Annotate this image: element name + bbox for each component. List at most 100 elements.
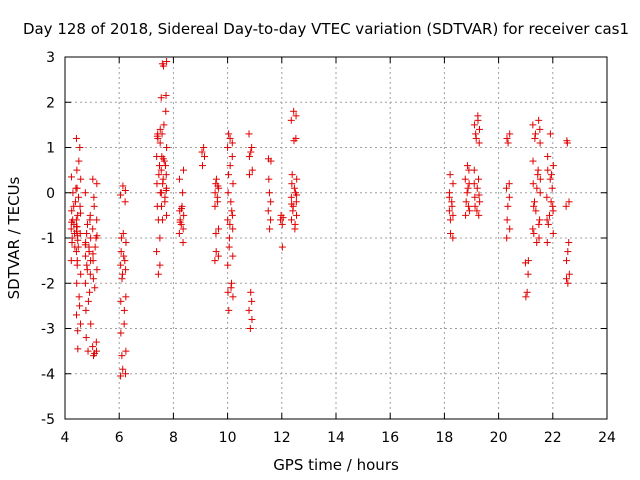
data-point: [503, 234, 511, 242]
data-point: [471, 202, 479, 210]
data-point: [82, 252, 90, 260]
data-point: [214, 252, 222, 260]
data-point: [90, 202, 98, 210]
data-point: [475, 139, 483, 147]
data-point: [74, 243, 82, 251]
data-point: [290, 137, 298, 145]
data-point: [224, 189, 232, 197]
data-point: [117, 191, 125, 199]
data-point: [267, 198, 275, 206]
data-point: [565, 239, 573, 247]
data-point: [228, 207, 236, 215]
data-point: [156, 234, 164, 242]
data-point: [77, 270, 85, 278]
data-point: [470, 166, 478, 174]
data-point: [70, 202, 78, 210]
data-point: [211, 257, 219, 265]
data-point: [535, 234, 543, 242]
data-point: [473, 184, 481, 192]
data-point: [505, 180, 513, 188]
data-point: [291, 225, 299, 233]
data-point: [214, 198, 222, 206]
data-point: [287, 116, 295, 124]
data-point: [546, 130, 554, 138]
data-point: [227, 198, 235, 206]
data-point: [265, 189, 273, 197]
data-point: [87, 320, 95, 328]
data-point: [546, 211, 554, 219]
data-point: [476, 198, 484, 206]
data-point: [157, 166, 165, 174]
data-point: [83, 229, 91, 237]
data-point: [292, 112, 300, 120]
data-point: [73, 257, 81, 265]
data-point: [224, 288, 232, 296]
data-point: [449, 234, 457, 242]
data-point: [245, 306, 253, 314]
data-point: [163, 211, 171, 219]
data-point: [246, 325, 254, 332]
data-point: [155, 171, 163, 179]
data-point: [176, 218, 184, 226]
data-point: [200, 144, 208, 151]
data-point: [155, 162, 163, 170]
data-point: [475, 125, 483, 133]
x-tick-label: 8: [169, 430, 178, 446]
data-point: [84, 347, 92, 355]
data-point: [159, 180, 167, 188]
data-point: [67, 257, 75, 265]
data-point: [117, 329, 125, 337]
data-point: [198, 162, 206, 170]
data-point: [447, 229, 455, 237]
data-point: [532, 207, 540, 215]
data-point: [93, 266, 101, 274]
data-point: [470, 121, 478, 129]
data-point: [89, 257, 97, 265]
data-point: [72, 216, 80, 224]
data-point: [92, 338, 100, 346]
data-point: [77, 320, 85, 328]
data-point: [76, 229, 84, 237]
data-point: [474, 116, 482, 124]
data-point: [160, 121, 168, 129]
data-point: [91, 284, 99, 292]
y-tick-label: -1: [41, 231, 55, 247]
data-point: [533, 184, 541, 192]
data-point: [245, 171, 253, 179]
data-point: [121, 257, 129, 265]
data-point: [226, 162, 234, 170]
data-point: [530, 229, 538, 237]
data-point: [531, 198, 539, 206]
data-point: [228, 211, 236, 219]
data-points: [67, 58, 573, 380]
data-point: [118, 275, 126, 283]
data-point: [158, 202, 166, 210]
data-point: [81, 279, 89, 287]
data-point: [211, 202, 219, 210]
data-point: [161, 162, 169, 170]
data-point: [121, 198, 129, 206]
data-point: [82, 334, 90, 342]
data-point: [72, 134, 80, 142]
data-point: [523, 288, 531, 296]
data-point: [86, 270, 94, 278]
data-point: [163, 58, 171, 66]
data-point: [85, 248, 93, 256]
data-point: [565, 270, 573, 278]
data-point: [226, 220, 234, 228]
data-point: [564, 248, 572, 256]
data-point: [121, 370, 129, 378]
data-point: [288, 200, 296, 208]
y-axis-label: SDTVAR / TECUs: [5, 176, 23, 299]
data-point: [544, 153, 552, 161]
data-point: [535, 116, 543, 124]
data-point: [68, 218, 76, 226]
data-point: [82, 306, 90, 314]
data-point: [463, 189, 471, 197]
data-point: [76, 302, 84, 310]
data-point: [565, 198, 573, 206]
data-point: [245, 153, 253, 161]
data-point: [89, 275, 97, 283]
data-point: [159, 175, 167, 183]
